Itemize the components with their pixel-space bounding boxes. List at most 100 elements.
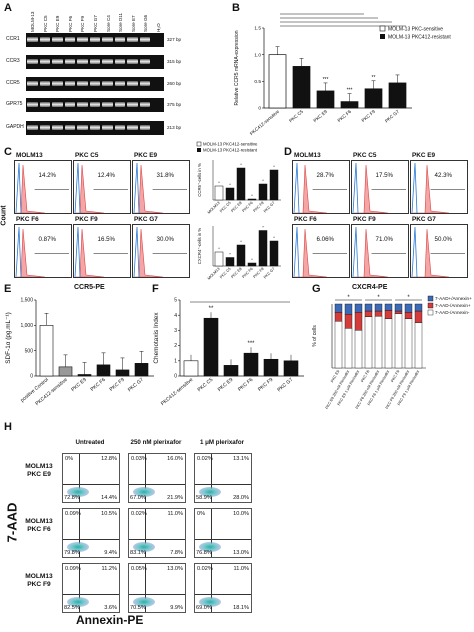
quadrant-ll: 82.5%: [64, 605, 80, 611]
category-label: PKC E9: [312, 109, 328, 124]
bar: [269, 169, 279, 201]
band: [114, 37, 126, 42]
legend-label: 7-AAD-/Annexin-: [435, 310, 470, 315]
gene-label: GPR75: [6, 101, 23, 107]
sample-label: PKC G7: [412, 216, 436, 223]
gene-label: CCR3: [6, 58, 20, 64]
quadrant-ul: 0%: [65, 456, 74, 462]
bar: [214, 251, 224, 267]
bp-size: 315 bp: [167, 59, 182, 64]
histogram-curves: [411, 226, 465, 277]
sample-histogram: [76, 164, 105, 213]
quadrant-lr: 28.0%: [233, 495, 249, 501]
category-label: PKC412-sensitive: [160, 377, 194, 407]
histogram-plot: 17.5%: [351, 160, 409, 214]
legend-label: MOLM-13 PKC412-resistant: [388, 35, 451, 41]
significance-mark: ***: [347, 88, 353, 94]
band: [64, 59, 76, 64]
histogram-curves: [352, 162, 406, 213]
band: [114, 81, 126, 86]
histogram-plot: 30.0%: [132, 224, 190, 278]
stacked-segment: [404, 303, 413, 313]
y-tick-label: 0: [258, 106, 261, 112]
category-label: PKC C5: [288, 109, 304, 124]
band: [64, 102, 76, 107]
bar: [225, 257, 235, 267]
row-label: MOLM13 PKC E9: [25, 463, 53, 478]
cell-population: [199, 597, 221, 607]
sample-histogram: [17, 164, 46, 213]
category-label: PKC G7: [263, 267, 276, 280]
bar: [236, 167, 246, 201]
band: [52, 81, 63, 86]
y-axis-label: Chemotaxis Index: [153, 312, 160, 364]
bar: [247, 198, 257, 201]
legend-label: MOLM-13 PKC412-resistant: [203, 148, 258, 153]
stacked-segment: [334, 303, 343, 313]
category-label: PKC E9: [230, 267, 242, 279]
band: [127, 37, 138, 42]
bar: [292, 66, 311, 109]
significance-mark: *: [273, 164, 275, 169]
band: [89, 125, 101, 130]
quadrant-ur: 10.0%: [233, 511, 249, 517]
band: [27, 102, 38, 107]
quadrant-ll: 72.8%: [64, 495, 80, 501]
stacked-segment: [344, 314, 353, 329]
bar: [243, 352, 259, 377]
bar: [225, 187, 235, 201]
column-header: 250 nM plerixafor: [130, 439, 182, 446]
band: [64, 37, 76, 42]
gate-percentage: 6.06%: [316, 236, 335, 244]
bar: [364, 88, 383, 109]
quadrant-line-vertical: [79, 564, 80, 612]
band: [139, 125, 151, 130]
stacked-segment: [384, 318, 393, 369]
bar: [258, 230, 268, 267]
flow-plot: 0.02% 13.1% 58.9% 28.0%: [194, 453, 252, 503]
gel-strip: [26, 55, 164, 69]
bar: [115, 369, 130, 377]
band: [114, 125, 126, 130]
quadrant-lr: 9.4%: [104, 550, 117, 556]
significance-mark: ***: [323, 77, 329, 83]
gate-percentage: 71.0%: [375, 236, 394, 244]
bar: [58, 366, 73, 377]
category-label: PKC G7: [127, 377, 145, 394]
control-histogram: [293, 226, 300, 277]
significance-mark: *: [262, 225, 264, 230]
y-tick-label: 500: [25, 348, 34, 354]
quadrant-line-vertical: [79, 509, 80, 557]
bar: [214, 185, 224, 201]
stacked-segment: [334, 321, 343, 369]
quadrant-ul: 0.02%: [197, 456, 213, 462]
sample-label: PKC F9: [353, 216, 376, 223]
y-tick-label: 1,000: [20, 323, 33, 329]
histogram-curves: [133, 226, 187, 277]
sample-histogram: [354, 228, 389, 277]
bar: [183, 360, 199, 377]
lane-label: PKC F9: [80, 15, 86, 32]
significance-mark: *: [407, 295, 410, 301]
band: [64, 81, 76, 86]
quadrant-ur: 16.0%: [167, 456, 183, 462]
histogram-plot: 31.8%: [132, 160, 190, 214]
bar: [316, 90, 335, 109]
histogram-curves: [411, 162, 465, 213]
band: [127, 125, 138, 130]
panel-e-label: E: [4, 283, 12, 295]
stacked-segment: [364, 310, 373, 318]
flow-plot: 0.03% 16.0% 67.0% 21.9%: [128, 453, 186, 503]
significance-mark: **: [209, 306, 214, 312]
quadrant-ll: 58.9%: [196, 495, 212, 501]
bar: [340, 101, 359, 109]
lane-label: Sore D11: [118, 12, 124, 32]
band: [39, 37, 51, 42]
control-histogram: [352, 226, 359, 277]
panel-c-label: C: [4, 146, 12, 158]
significance-mark: **: [372, 75, 376, 81]
band: [102, 125, 113, 130]
sample-label: PKC F6: [16, 216, 39, 223]
lane-label: MOLM-13: [30, 11, 36, 32]
category-label: PKC E9: [330, 370, 340, 384]
